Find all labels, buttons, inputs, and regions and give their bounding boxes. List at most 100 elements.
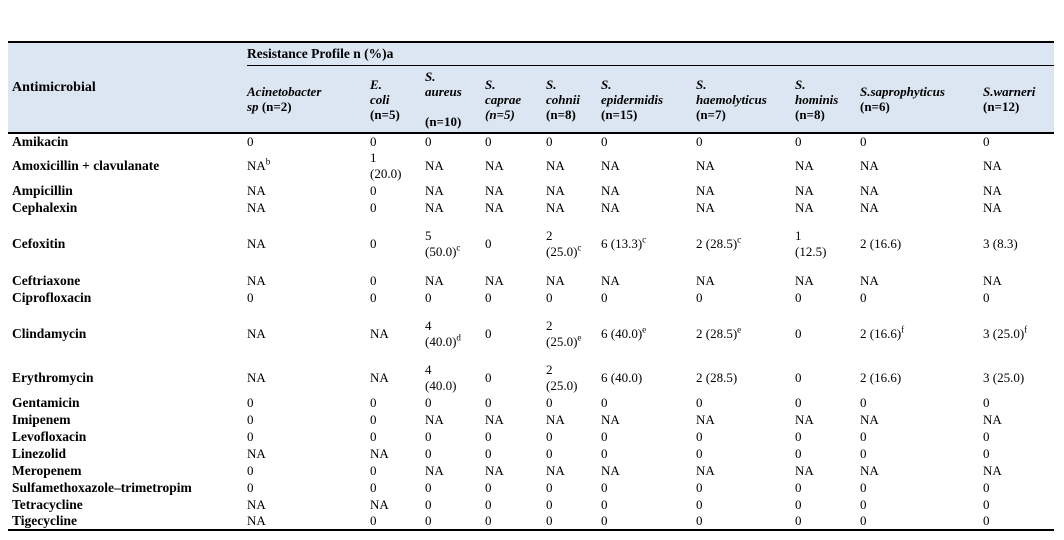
value-cell: NA [546, 272, 565, 288]
value-cell: 0 [370, 394, 377, 410]
row-label: Amikacin [12, 134, 69, 149]
row-label: Linezolid [12, 445, 67, 461]
table-row: Tigecycline NA 0 0 0 0 0 0 0 0 0 [8, 513, 1054, 530]
row-label: Sulfamethoxazole–trimetropim [12, 479, 192, 495]
value-cell: 0 [983, 289, 990, 305]
value-cell: NA [860, 182, 879, 198]
value-cell: NA [425, 272, 444, 288]
value-cell: 0 [983, 394, 990, 410]
value-cell: NA [247, 182, 266, 198]
value-cell: 0 [425, 496, 432, 512]
value-cell: NA [247, 370, 266, 385]
value-cell: 0 [247, 411, 254, 427]
value-cell: 0 [546, 428, 553, 444]
table-row: Meropenem 0 0 NA NA NA NA NA NA NA NA [8, 462, 1054, 479]
value-cell: 1 (20.0) [370, 150, 402, 181]
value-cell: NA [485, 158, 504, 173]
value-cell: NA [546, 182, 565, 198]
column-header-s-saprophyticus: S.saprophyticus (n=6) [860, 65, 983, 134]
table-row: Cephalexin NA 0 NA NA NA NA NA NA NA NA [8, 199, 1054, 216]
value-cell: 1 (12.5) [795, 228, 827, 259]
value-cell: NA [247, 326, 266, 341]
value-cell: 0 [860, 289, 867, 305]
row-label: Cephalexin [12, 199, 78, 215]
table-row: Cefoxitin NA 0 5 (50.0)c 0 2 (25.0)c 6 (13.3)c 2 … [8, 216, 1054, 272]
value-cell: 0 [795, 289, 802, 305]
value-cell: NA [795, 411, 814, 427]
row-label: Clindamycin [12, 326, 87, 341]
table-row: Ampicillin NA 0 NA NA NA NA NA NA NA NA [8, 182, 1054, 199]
table-row: Clindamycin NA NA 4 (40.0)d 0 2 (25.0)e 6 (40.0)… [8, 306, 1054, 362]
column-header-s-haemolyticus: S. haemolyticus (n=7) [696, 65, 795, 134]
value-cell: 0 [546, 496, 553, 512]
column-header-s-hominis: S. hominis (n=8) [795, 65, 860, 134]
value-cell: 0 [601, 394, 608, 410]
value-cell: 0 [860, 428, 867, 444]
value-cell: NA [983, 411, 1002, 427]
value-cell: NA [485, 199, 504, 215]
value-cell: 2 (28.5)e [696, 324, 742, 341]
value-cell: 2 (16.6) [860, 236, 902, 251]
row-label: Ceftriaxone [12, 272, 81, 288]
species-header-row: Acinetobacter sp (n=2) E. coli (n=5) S. aureus… [8, 65, 1055, 134]
value-cell: NA [860, 411, 879, 427]
value-cell: NA [983, 462, 1002, 478]
value-cell: 0 [860, 134, 867, 149]
row-label: Cefoxitin [12, 236, 66, 251]
table-row: Gentamicin 0 0 0 0 0 0 0 0 0 0 [8, 394, 1054, 411]
value-cell: 0 [247, 394, 254, 410]
table-row: Erythromycin NA NA 4 (40.0) 0 2 (25.0) 6 (40.0) 2… [8, 362, 1054, 394]
value-cell: 0 [696, 289, 703, 305]
value-cell: 0 [370, 411, 377, 427]
table-body: Amikacin 0 0 0 0 0 0 0 0 0 0 Amoxicillin + clavulan… [8, 133, 1054, 530]
value-cell: 0 [601, 445, 608, 461]
value-cell: 0 [485, 496, 492, 512]
value-cell: NA [983, 199, 1002, 215]
value-cell: 2 (25.0)c [546, 228, 582, 259]
table-row: Tetracycline NA NA 0 0 0 0 0 0 0 0 [8, 496, 1054, 513]
value-cell: NA [601, 199, 620, 215]
value-cell: 3 (25.0) [983, 370, 1025, 385]
value-cell: NA [546, 158, 565, 173]
value-cell: 0 [601, 289, 608, 305]
value-cell: NA [370, 370, 389, 385]
value-cell: 2 (16.6)f [860, 324, 905, 341]
value-cell: NA [696, 158, 715, 173]
value-cell: 0 [546, 479, 553, 495]
value-cell: 0 [370, 513, 377, 528]
value-cell: 0 [795, 428, 802, 444]
value-cell: 0 [370, 199, 377, 215]
value-cell: 0 [546, 513, 553, 528]
value-cell: 0 [795, 134, 802, 149]
value-cell: 0 [795, 513, 802, 528]
value-cell: 0 [546, 289, 553, 305]
value-cell: 0 [983, 445, 990, 461]
value-cell: 0 [370, 428, 377, 444]
value-cell: 0 [370, 272, 377, 288]
value-cell: NA [247, 272, 266, 288]
column-header-s-caprae: S. caprae (n=5) [485, 65, 546, 134]
value-cell: 0 [247, 462, 254, 478]
value-cell: NA [795, 462, 814, 478]
value-cell: 0 [795, 394, 802, 410]
table-row: Levofloxacin 0 0 0 0 0 0 0 0 0 0 [8, 428, 1054, 445]
row-label: Tetracycline [12, 496, 83, 512]
value-cell: 0 [370, 134, 377, 149]
table-row: Amoxicillin + clavulanate NAb 1 (20.0) NA NA N… [8, 150, 1054, 182]
value-cell: NA [983, 158, 1002, 173]
resistance-profile-row: Antimicrobial Resistance Profile n (%)a [8, 42, 1055, 134]
value-cell: NAb [247, 156, 271, 173]
value-cell: NA [247, 513, 266, 528]
table-row: Amikacin 0 0 0 0 0 0 0 0 0 0 [8, 133, 1054, 150]
value-cell: 0 [860, 479, 867, 495]
column-header-s-warneri: S.warneri (n=12) [983, 65, 1055, 134]
value-cell: NA [795, 182, 814, 198]
value-cell: 0 [983, 513, 990, 528]
value-cell: 6 (40.0) [601, 370, 643, 385]
value-cell: NA [425, 462, 444, 478]
value-cell: NA [247, 496, 266, 512]
value-cell: 2 (25.0)e [546, 318, 582, 349]
value-cell: 0 [795, 326, 802, 341]
value-cell: 0 [983, 134, 990, 149]
value-cell: 4 (40.0) [425, 362, 457, 393]
